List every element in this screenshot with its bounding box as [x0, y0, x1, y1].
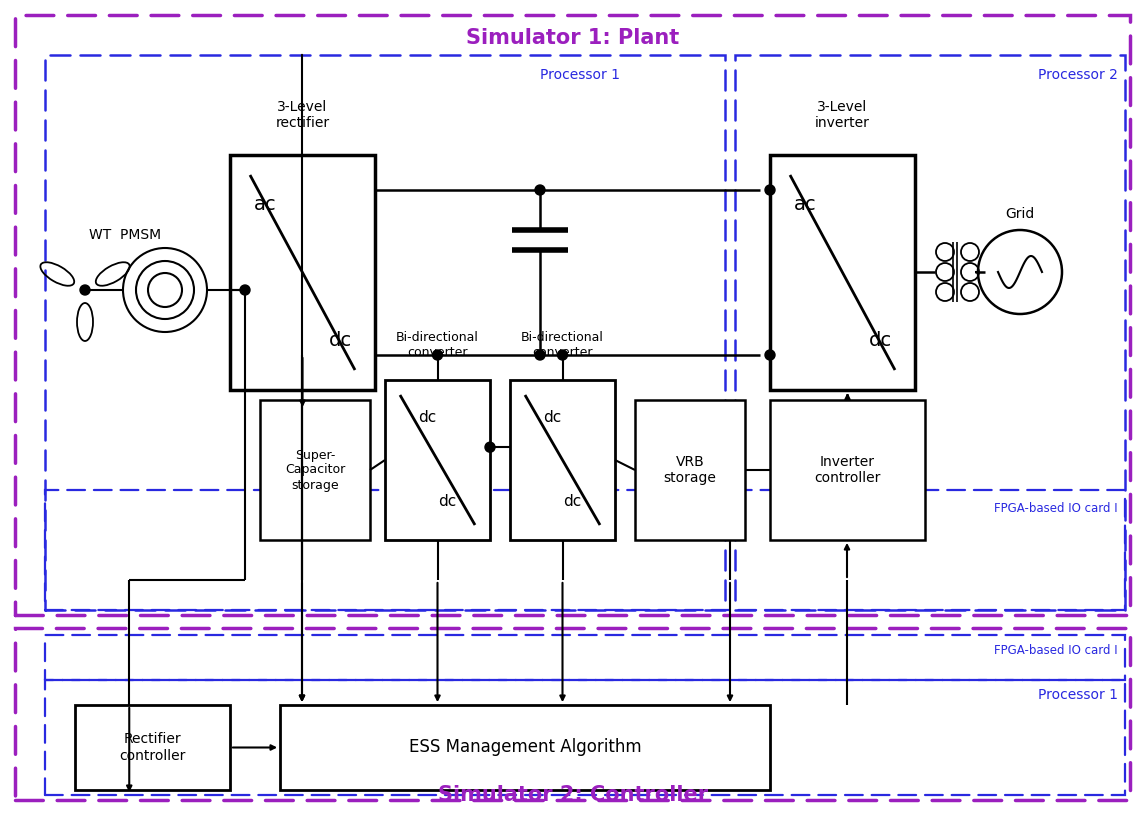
Bar [770, 155, 915, 390]
Text: dc: dc [869, 330, 892, 349]
Bar [385, 380, 490, 540]
Text: 3-Level
rectifier: 3-Level rectifier [275, 100, 330, 130]
Text: 3-Level
inverter: 3-Level inverter [815, 100, 870, 130]
Bar [230, 155, 375, 390]
Text: Bi-directional
converter: Bi-directional converter [521, 331, 604, 359]
Bar [74, 705, 230, 790]
Bar [260, 400, 370, 540]
Text: ac: ac [253, 196, 276, 214]
Bar [510, 380, 615, 540]
Text: Grid: Grid [1005, 207, 1035, 221]
Text: FPGA-based IO card I: FPGA-based IO card I [995, 501, 1118, 515]
Text: ESS Management Algorithm: ESS Management Algorithm [409, 739, 642, 757]
Text: dc: dc [418, 411, 437, 425]
Bar [735, 55, 1125, 610]
Circle shape [80, 285, 91, 295]
Circle shape [240, 285, 250, 295]
Text: WT  PMSM: WT PMSM [89, 228, 162, 242]
Bar [770, 400, 925, 540]
Text: dc: dc [329, 330, 352, 349]
Bar [15, 628, 1130, 800]
Bar [15, 15, 1130, 615]
Bar [45, 635, 1125, 680]
Circle shape [766, 185, 775, 195]
Circle shape [766, 350, 775, 360]
Text: Super-
Capacitor
storage: Super- Capacitor storage [285, 448, 345, 492]
Text: dc: dc [543, 411, 562, 425]
Circle shape [535, 185, 545, 195]
Bar [45, 490, 1125, 610]
Text: VRB
storage: VRB storage [664, 455, 716, 485]
Text: Rectifier
controller: Rectifier controller [119, 732, 186, 762]
Circle shape [535, 350, 545, 360]
Text: Simulator 2: Controller: Simulator 2: Controller [438, 785, 708, 805]
Text: Processor 1: Processor 1 [540, 68, 620, 82]
Circle shape [485, 443, 495, 452]
Bar [280, 705, 770, 790]
Text: Processor 1: Processor 1 [1038, 688, 1118, 702]
Text: dc: dc [439, 495, 456, 510]
Text: ac: ac [794, 196, 816, 214]
Bar [45, 680, 1125, 795]
Text: FPGA-based IO card I: FPGA-based IO card I [995, 644, 1118, 657]
Bar [635, 400, 745, 540]
Text: Inverter
controller: Inverter controller [815, 455, 880, 485]
Text: dc: dc [564, 495, 582, 510]
Circle shape [557, 350, 567, 360]
Text: Simulator 1: Plant: Simulator 1: Plant [466, 28, 680, 48]
Text: Bi-directional
converter: Bi-directional converter [397, 331, 479, 359]
Circle shape [432, 350, 442, 360]
Bar [45, 55, 725, 610]
Text: Processor 2: Processor 2 [1038, 68, 1118, 82]
